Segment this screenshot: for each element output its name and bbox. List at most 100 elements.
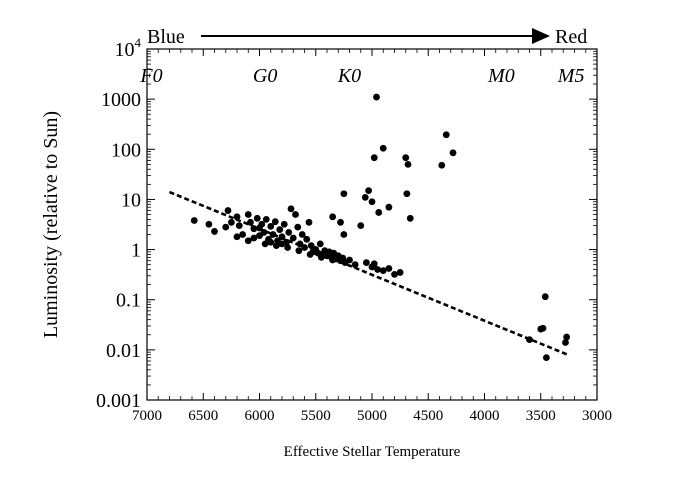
data-point	[370, 154, 378, 162]
data-point	[337, 218, 344, 226]
data-point	[250, 234, 258, 242]
data-point	[373, 93, 380, 101]
plot-axes	[146, 48, 598, 401]
data-point	[307, 242, 315, 250]
data-point	[261, 240, 269, 248]
data-point	[316, 240, 324, 248]
data-points	[190, 93, 571, 362]
data-point	[289, 234, 297, 242]
data-point	[292, 211, 299, 218]
data-point	[269, 231, 277, 238]
data-point	[449, 149, 457, 157]
data-point	[379, 144, 387, 152]
data-point	[402, 154, 410, 162]
blue-label: Blue	[147, 26, 185, 48]
y-tick-label-top: 104	[115, 35, 142, 61]
data-point	[260, 229, 268, 236]
data-point	[375, 209, 383, 216]
data-point	[233, 233, 241, 241]
data-point	[227, 218, 235, 226]
y-tick-label: 0.001	[96, 390, 141, 412]
data-point	[442, 131, 450, 139]
data-point	[329, 256, 337, 264]
data-point	[306, 251, 314, 258]
data-point	[368, 198, 376, 206]
data-point	[276, 226, 284, 234]
data-point	[317, 253, 325, 261]
y-tick-label: 1000	[101, 89, 141, 111]
x-axis-label: Effective Stellar Temperature	[284, 444, 461, 460]
data-point	[267, 222, 275, 230]
trend-line-group	[169, 190, 569, 356]
red-label: Red	[555, 26, 587, 48]
data-point	[272, 242, 280, 250]
data-point	[233, 213, 241, 221]
data-point	[211, 228, 218, 235]
spectral-class-label: F0	[139, 65, 162, 87]
data-point	[305, 218, 313, 226]
data-point	[244, 237, 252, 245]
spectral-class-label: M5	[557, 65, 585, 87]
data-point	[303, 235, 311, 243]
data-point	[271, 218, 279, 226]
data-point	[351, 261, 359, 269]
data-point	[396, 269, 404, 276]
data-point	[562, 339, 569, 346]
spectral-class-label: G0	[253, 65, 277, 87]
data-point	[190, 217, 198, 224]
y-tick-label: 100	[111, 139, 141, 161]
data-point	[404, 160, 412, 168]
data-point	[374, 266, 382, 273]
x-tick-label: 7000	[132, 408, 162, 424]
data-point	[362, 259, 370, 266]
y-tick-label: 10	[121, 189, 141, 211]
data-point	[370, 260, 378, 268]
data-point	[244, 211, 252, 218]
data-point	[287, 205, 295, 213]
x-tick-label: 4000	[470, 408, 500, 424]
data-point	[285, 229, 293, 236]
data-point	[391, 270, 398, 278]
data-point	[284, 244, 292, 251]
data-point	[438, 161, 446, 169]
data-point	[563, 333, 571, 341]
x-tick-label: 3000	[582, 408, 612, 424]
x-tick-label: 5500	[301, 408, 331, 424]
data-point	[235, 222, 243, 230]
data-point	[224, 207, 232, 214]
axis-ticks	[146, 48, 598, 401]
data-point	[294, 223, 302, 231]
x-tick-label: 5000	[357, 408, 387, 424]
data-point	[541, 293, 549, 301]
data-point	[526, 336, 533, 344]
data-point	[278, 240, 286, 248]
data-point	[385, 265, 393, 272]
spectral-class-label: M0	[487, 65, 515, 87]
data-point	[357, 222, 365, 230]
x-tick-label: 3500	[526, 408, 556, 424]
plot-frame	[146, 48, 598, 401]
y-axis-label: Luminosity (relative to Sun)	[40, 111, 62, 338]
data-point	[379, 267, 387, 275]
x-tick-label: 4500	[413, 408, 443, 424]
y-tick-label: 1	[131, 240, 141, 262]
data-point	[539, 324, 547, 332]
data-point	[262, 215, 270, 223]
data-point	[365, 187, 373, 194]
spectral-class-label: K0	[337, 65, 361, 87]
data-point	[267, 238, 275, 246]
trend-line	[169, 190, 569, 356]
data-point	[247, 218, 254, 226]
data-point	[295, 247, 303, 255]
data-point	[329, 213, 337, 221]
y-tick-label: 0.1	[116, 290, 141, 312]
data-point	[542, 354, 550, 362]
data-point	[340, 190, 348, 198]
data-point	[361, 193, 369, 201]
data-point	[296, 240, 304, 248]
data-point	[346, 256, 353, 264]
data-point	[403, 190, 411, 198]
data-point	[253, 214, 261, 222]
y-tick-label: 0.01	[106, 340, 141, 362]
